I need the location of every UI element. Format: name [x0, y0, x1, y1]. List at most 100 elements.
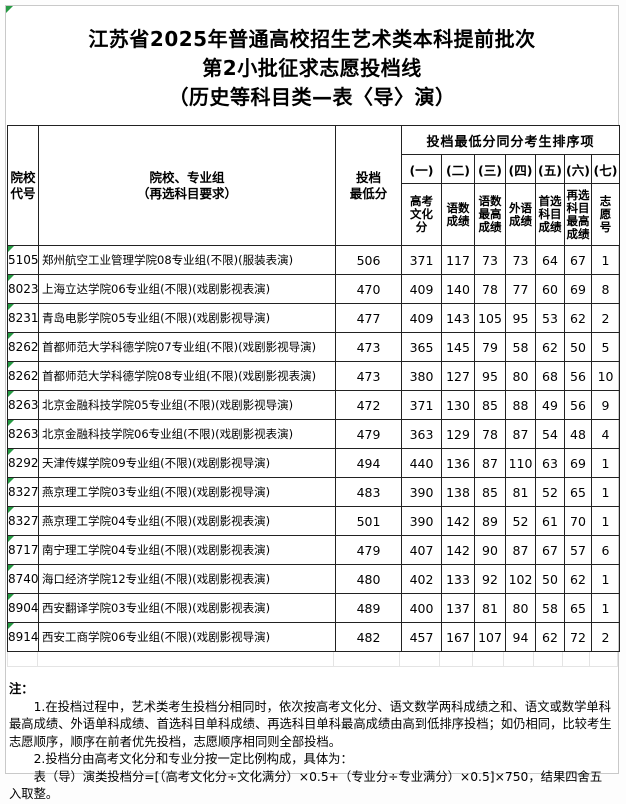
notes-section: 注： 1.在投档过程中，艺术类考生投档分相同时，依次按高考文化分、语文数学两科成…	[9, 681, 613, 804]
min-score-cell: 482	[335, 622, 402, 652]
college-code-cell: 5105	[7, 245, 39, 275]
green-corner-marker-icon	[8, 594, 14, 600]
title-line-3: （历史等科目类—表〈导〉演）	[168, 85, 456, 109]
tiebreak-cell-1: 365	[401, 332, 442, 362]
college-code-cell: 8327	[7, 477, 39, 507]
college-group-cell: 首都师范大学科德学院08专业组(不限)(戏剧影视表演)	[38, 361, 336, 391]
tiebreak-cell-2: 142	[441, 535, 475, 565]
tiebreak-cell-7: 4	[590, 419, 621, 449]
college-code-cell: 8262	[7, 332, 39, 362]
tiebreak-cell-4: 77	[505, 274, 536, 304]
tiebreak-cell-1: 440	[401, 448, 442, 478]
tiebreak-cell-5: 62	[535, 622, 565, 652]
min-score-cell: 506	[335, 245, 402, 275]
note-item-3: 表（导）演类投档分=[（高考文化分÷文化满分）×0.5+（专业分÷专业满分）×0…	[9, 769, 603, 802]
tiebreak-cell-7: 5	[590, 332, 621, 362]
college-code-cell: 8740	[7, 564, 39, 594]
tiebreak-cell-5: 61	[535, 506, 565, 536]
tiebreak-cell-2: 142	[441, 506, 475, 536]
tiebreak-cell-3: 89	[474, 506, 506, 536]
min-score-cell: 483	[335, 477, 402, 507]
tiebreak-cell-5: 49	[535, 390, 565, 420]
empty-grid-cell	[334, 652, 401, 666]
college-group-cell: 燕京理工学院04专业组(不限)(戏剧影视表演)	[38, 506, 336, 536]
tiebreak-cell-3: 105	[474, 303, 506, 333]
tiebreak-cell-3: 107	[474, 622, 506, 652]
green-corner-marker-icon	[8, 333, 14, 339]
college-code-cell: 8327	[7, 506, 39, 536]
tiebreak-cell-6: 69	[564, 448, 592, 478]
tiebreak-cell-2: 130	[441, 390, 475, 420]
tiebreak-cell-4: 95	[505, 303, 536, 333]
tiebreak-cell-4: 81	[505, 477, 536, 507]
green-corner-marker-icon	[8, 565, 14, 571]
empty-grid-cell	[590, 652, 618, 666]
tiebreak-cell-1: 409	[401, 303, 442, 333]
tiebreak-cell-3: 92	[474, 564, 506, 594]
min-score-cell: 473	[335, 332, 402, 362]
college-code-cell: 8914	[7, 622, 39, 652]
min-score-cell: 477	[335, 303, 402, 333]
tiebreak-cell-2: 137	[441, 593, 475, 623]
college-group-cell: 西安工商学院06专业组(不限)(戏剧影视导演)	[38, 622, 336, 652]
tiebreak-cell-5: 67	[535, 535, 565, 565]
header-tiebreak-label-3: 语数 最高 成绩	[474, 183, 506, 246]
college-group-cell: 北京金融科技学院06专业组(不限)(戏剧影视表演)	[38, 419, 336, 449]
header-tiebreak-number-3: (三)	[474, 154, 506, 184]
tiebreak-cell-4: 87	[505, 419, 536, 449]
tiebreak-cell-7: 1	[590, 477, 621, 507]
tiebreak-cell-2: 133	[441, 564, 475, 594]
tiebreak-cell-3: 81	[474, 593, 506, 623]
tiebreak-cell-3: 85	[474, 477, 506, 507]
college-group-cell: 上海立达学院06专业组(不限)(戏剧影视表演)	[38, 274, 336, 304]
tiebreak-cell-5: 53	[535, 303, 565, 333]
min-score-cell: 473	[335, 361, 402, 391]
college-code-cell: 8263	[7, 419, 39, 449]
green-corner-marker-icon	[8, 391, 14, 397]
tiebreak-cell-6: 70	[564, 506, 592, 536]
header-tiebreak-group: 投档最低分同分考生排序项	[400, 125, 621, 155]
tiebreak-cell-1: 409	[401, 274, 442, 304]
tiebreak-cell-5: 64	[535, 245, 565, 275]
college-code-cell: 8292	[7, 448, 39, 478]
tiebreak-cell-4: 87	[505, 535, 536, 565]
tiebreak-cell-3: 85	[474, 390, 506, 420]
tiebreak-cell-4: 94	[505, 622, 536, 652]
empty-grid-cell	[440, 652, 474, 666]
tiebreak-cell-1: 407	[401, 535, 442, 565]
table-row: 8327 燕京理工学院03专业组(不限)(戏剧影视导演) 483 390 138 85 81…	[7, 477, 621, 507]
tiebreak-cell-7: 6	[590, 535, 621, 565]
green-corner-marker-icon	[8, 449, 14, 455]
college-group-cell: 郑州航空工业管理学院08专业组(不限)(服装表演)	[38, 245, 336, 275]
tiebreak-cell-7: 1	[590, 245, 621, 275]
tiebreak-cell-3: 87	[474, 448, 506, 478]
tiebreak-cell-5: 52	[535, 477, 565, 507]
min-score-cell: 472	[335, 390, 402, 420]
header-tiebreak-label-2: 语数 成绩	[441, 183, 475, 246]
empty-grid-cell	[563, 652, 591, 666]
header-tiebreak-label-7: 志 愿 号	[590, 183, 621, 246]
tiebreak-cell-3: 78	[474, 419, 506, 449]
tiebreak-cell-2: 127	[441, 361, 475, 391]
tiebreak-cell-2: 117	[441, 245, 475, 275]
table-row: 8327 燕京理工学院04专业组(不限)(戏剧影视表演) 501 390 142 89 52…	[7, 506, 621, 536]
title-line-1: 江苏省2025年普通高校招生艺术类本科提前批次	[88, 27, 536, 51]
tiebreak-cell-6: 56	[564, 361, 592, 391]
green-corner-marker-icon	[8, 623, 14, 629]
tiebreak-cell-7: 8	[590, 274, 621, 304]
tiebreak-cell-1: 371	[401, 245, 442, 275]
tiebreak-cell-1: 457	[401, 622, 442, 652]
tiebreak-cell-5: 54	[535, 419, 565, 449]
tiebreak-cell-3: 79	[474, 332, 506, 362]
tiebreak-cell-6: 69	[564, 274, 592, 304]
green-corner-marker-icon	[8, 420, 14, 426]
table-row: 5105 郑州航空工业管理学院08专业组(不限)(服装表演) 506 371 117 73…	[7, 245, 621, 275]
college-group-cell: 海口经济学院12专业组(不限)(戏剧影视表演)	[38, 564, 336, 594]
header-college-group: 院校、专业组 （再选科目要求）	[38, 125, 336, 246]
tiebreak-cell-7: 1	[590, 448, 621, 478]
tiebreak-cell-6: 72	[564, 622, 592, 652]
tiebreak-cell-4: 73	[505, 245, 536, 275]
tiebreak-cell-1: 371	[401, 390, 442, 420]
title-line-2: 第2小批征求志愿投档线	[202, 56, 422, 80]
empty-grid-row	[7, 652, 618, 667]
